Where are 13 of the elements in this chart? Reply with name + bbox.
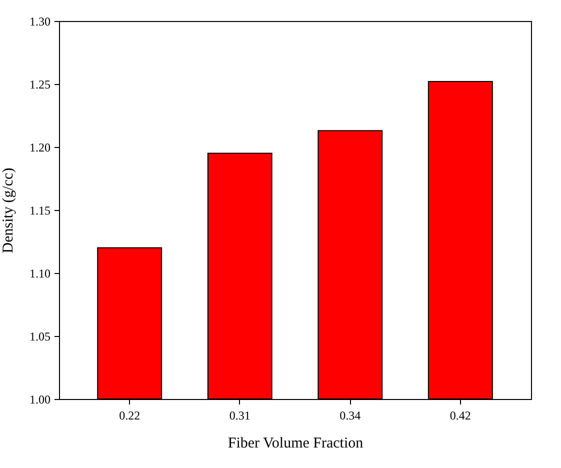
y-tick-label: 1.25 [30, 78, 50, 92]
x-tick-label: 0.31 [229, 408, 250, 422]
y-tick-label: 1.30 [30, 14, 50, 28]
x-tick-label: 0.42 [450, 408, 471, 422]
y-tick-label: 1.00 [30, 392, 50, 406]
y-tick-label: 1.05 [30, 330, 50, 344]
y-tick-label: 1.10 [30, 266, 50, 280]
y-tick-label: 1.15 [30, 204, 50, 218]
x-tick-label: 0.34 [340, 408, 361, 422]
x-axis-title: Fiber Volume Fraction [228, 436, 364, 452]
y-axis-title: Density (g/cc) [0, 168, 16, 254]
x-tick-label: 0.22 [119, 408, 140, 422]
y-tick-label: 1.20 [30, 140, 50, 154]
